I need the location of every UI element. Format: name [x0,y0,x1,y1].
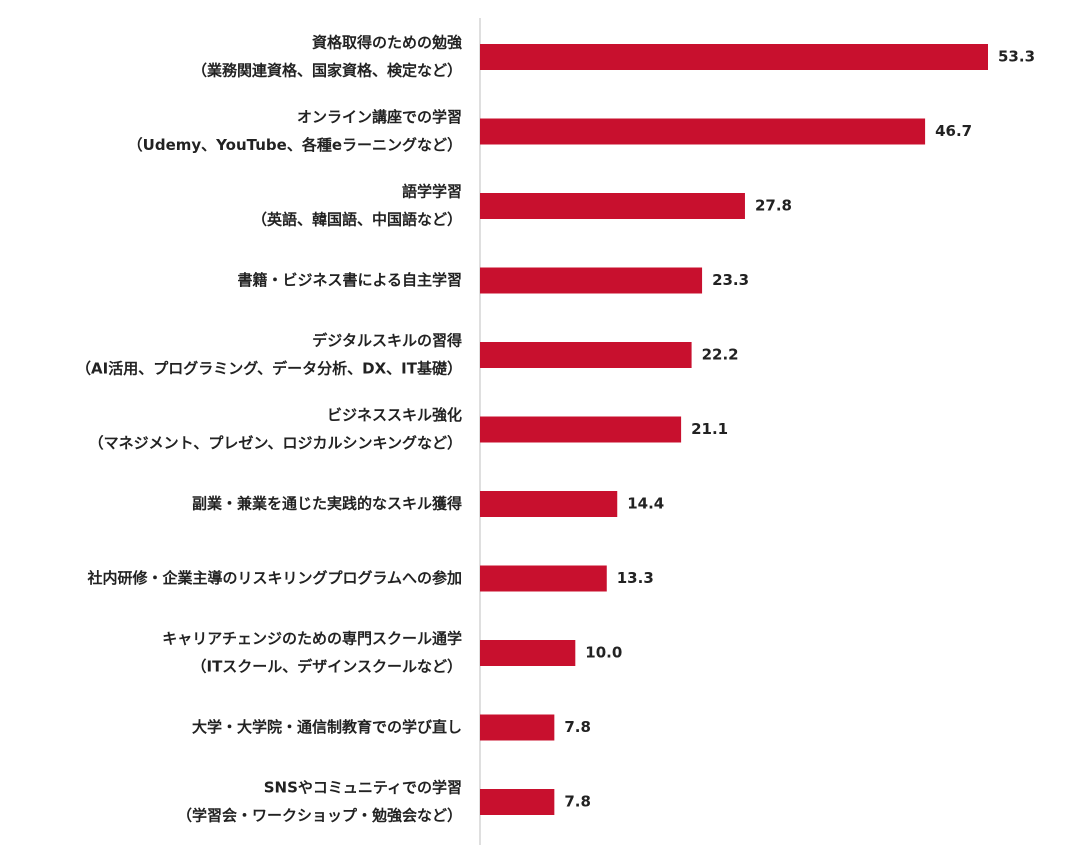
category-label: 副業・兼業を通じた実践的なスキル獲得 [192,495,462,513]
bar-value-label: 22.2 [702,346,739,364]
bar-value-label: 46.7 [935,122,972,140]
bar-value-label: 7.8 [564,718,591,736]
category-label: 書籍・ビジネス書による自主学習 [237,271,462,289]
category-label: （業務関連資格、国家資格、検定など） [192,62,462,80]
bar-value-label: 21.1 [691,420,728,438]
category-label: 資格取得のための勉強 [312,34,462,52]
category-label: （ITスクール、デザインスクールなど） [191,658,462,676]
bar-value-label: 14.4 [627,495,664,513]
bar-value-label: 13.3 [617,569,654,587]
category-label: オンライン講座での学習 [297,108,462,126]
bar-value-label: 7.8 [564,793,591,811]
bar [480,118,926,145]
category-label: 社内研修・企業主導のリスキリングプログラムへの参加 [86,569,462,587]
bar [480,267,703,294]
category-label: （マネジメント、プレゼン、ロジカルシンキングなど） [89,434,462,452]
category-label: SNSやコミュニティでの学習 [264,779,462,797]
category-label: （学習会・ワークショップ・勉強会など） [177,807,462,825]
bar-value-label: 23.3 [712,271,749,289]
bar [480,491,618,517]
category-label: 大学・大学院・通信制教育での学び直し [192,718,462,736]
category-label: （Udemy、YouTube、各種eラーニングなど） [128,136,462,154]
bar [480,640,576,666]
bar [480,44,988,70]
bar [480,789,555,815]
bar [480,714,555,741]
bar-value-label: 10.0 [585,644,622,662]
bar-value-label: 27.8 [755,197,792,215]
category-label: 語学学習 [402,183,462,201]
category-label: ビジネススキル強化 [327,406,462,424]
category-label: キャリアチェンジのための専門スクール通学 [162,630,462,648]
bar-value-label: 53.3 [998,48,1035,66]
category-label: デジタルスキルの習得 [312,332,462,350]
bar [480,416,682,443]
bar [480,565,607,592]
bar [480,193,745,219]
bar [480,342,692,368]
category-label: （AI活用、プログラミング、データ分析、DX、IT基礎） [76,360,462,378]
category-label: （英語、韓国語、中国語など） [252,211,462,229]
